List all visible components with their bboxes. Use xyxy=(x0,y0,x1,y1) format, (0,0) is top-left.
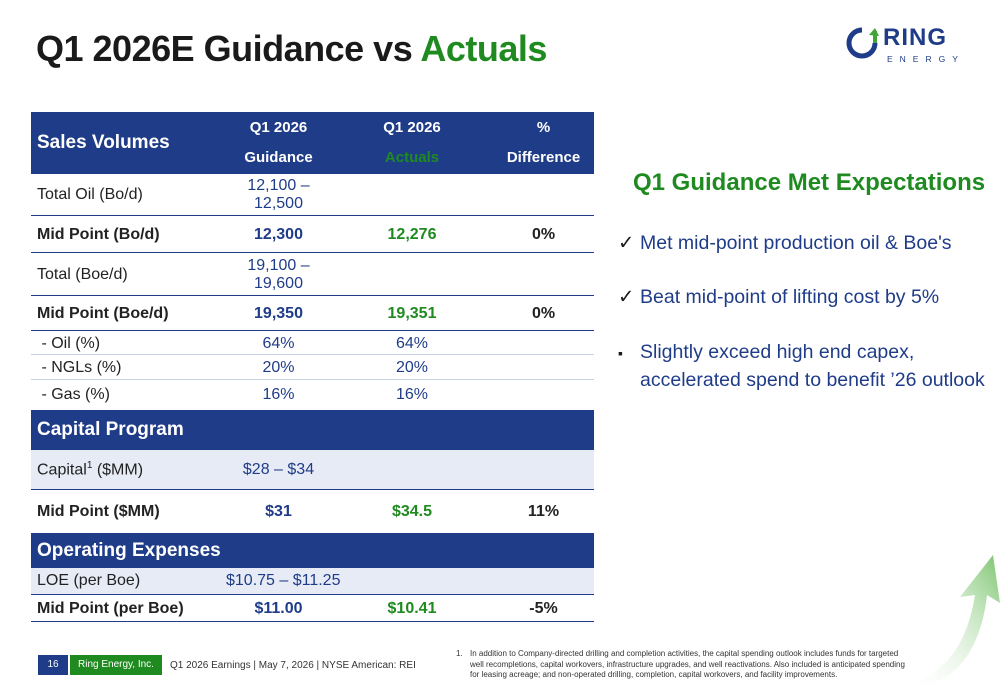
table-row: Total (Boe/d) 19,100 – 19,600 xyxy=(31,254,594,296)
square-bullet-icon: ▪ xyxy=(618,345,623,361)
header-actuals: Q1 2026 Actuals xyxy=(383,119,441,166)
table-row: Mid Point (per Boe) $11.00 $10.41 -5% xyxy=(31,596,594,622)
footnote: 1. In addition to Company-directed drill… xyxy=(456,649,905,679)
summary-bullet: ▪ Slightly exceed high end capex, accelera… xyxy=(618,341,985,391)
section-band-opex: Operating Expenses xyxy=(31,533,594,568)
table-row: Total Oil (Bo/d) 12,100 – 12,500 xyxy=(31,174,594,216)
footer-text: Q1 2026 Earnings | May 7, 2026 | NYSE Am… xyxy=(169,659,416,671)
table-row: Mid Point (Boe/d) 19,350 19,351 0% xyxy=(31,297,594,331)
header-guidance: Q1 2026 Guidance xyxy=(244,119,313,166)
title-prefix: Q1 2026E Guidance vs xyxy=(36,28,421,69)
table-row: Mid Point ($MM) $31 $34.5 11% xyxy=(37,503,560,520)
section-band-capital: Capital Program xyxy=(31,410,594,450)
table-row: Capital1 ($MM) $28 – $34 xyxy=(31,450,594,490)
header-difference: % Difference xyxy=(506,119,581,166)
table-row: Mid Point (Bo/d) 12,300 12,276 0% xyxy=(31,217,594,253)
ring-logo-icon xyxy=(846,27,879,59)
summary-bullet: ✓ Beat mid-point of lifting cost by 5% xyxy=(618,283,939,311)
table-row: - NGLs (%) 20% 20% xyxy=(31,356,594,380)
footer: 16 Ring Energy, Inc. Q1 2026 Earnings | … xyxy=(38,655,416,675)
table-row: LOE (per Boe) $10.75 – $11.25 xyxy=(31,568,594,595)
logo-subword: ENERGY xyxy=(887,54,965,64)
summary-title: Q1 Guidance Met Expectations xyxy=(633,169,986,196)
table-row: - Oil (%) 64% 64% xyxy=(31,333,594,355)
footer-company: Ring Energy, Inc. xyxy=(70,655,162,675)
summary-bullet: ✓ Met mid-point production oil & Boe's xyxy=(618,229,952,257)
header-section: Sales Volumes xyxy=(37,132,170,153)
check-icon: ✓ xyxy=(618,232,635,254)
page-number: 16 xyxy=(38,655,68,675)
check-icon: ✓ xyxy=(618,286,635,308)
table-row: - Gas (%) 16% 16% xyxy=(37,386,429,403)
page-title: Q1 2026E Guidance vs Actuals xyxy=(36,28,547,70)
growth-arrow-icon xyxy=(905,555,1000,685)
company-logo: RING ENERGY xyxy=(845,24,970,70)
table-header: Sales Volumes Q1 2026 Guidance Q1 2026 Act… xyxy=(31,112,594,174)
title-highlight: Actuals xyxy=(420,28,547,69)
logo-word: RING xyxy=(883,24,947,51)
